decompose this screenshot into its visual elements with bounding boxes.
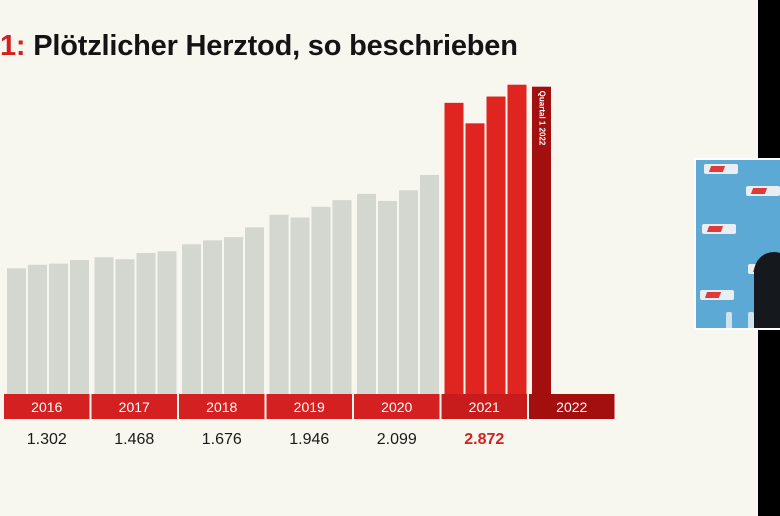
year-band [179, 394, 265, 419]
bar [357, 193, 376, 394]
year-label: 2017 [119, 399, 150, 415]
year-band [441, 394, 527, 419]
quarter-annotation: Quartal 1 2022 [537, 91, 546, 146]
backdrop-banner [702, 224, 736, 234]
bar [399, 190, 418, 394]
bar [115, 259, 135, 394]
year-total: 1.676 [202, 431, 242, 448]
bar [28, 264, 47, 394]
year-label: 2019 [294, 399, 325, 415]
year-total: 1.302 [27, 431, 67, 448]
speaker-person [754, 252, 780, 328]
year-total: 1.946 [289, 431, 329, 448]
bar [245, 227, 264, 394]
year-band [529, 394, 615, 419]
bar [507, 84, 527, 395]
bar [378, 200, 397, 394]
bar [182, 244, 201, 394]
year-total: 1.468 [114, 431, 154, 448]
video-feed [696, 160, 780, 328]
bottle-icon [748, 312, 754, 328]
speaker-video-thumbnail[interactable] [694, 158, 780, 330]
year-band [4, 394, 90, 419]
bar [70, 260, 89, 394]
presentation-slide: 1: Plötzlicher Herztod, so beschrieben 2… [0, 0, 758, 516]
year-total: 2.872 [464, 431, 504, 448]
bar [157, 251, 177, 394]
backdrop-banner [746, 186, 780, 196]
slide-title: 1: Plötzlicher Herztod, so beschrieben [0, 26, 518, 66]
bar [94, 257, 114, 394]
bar [532, 86, 551, 395]
bar [203, 240, 222, 394]
backdrop-banner [704, 164, 738, 174]
bar [311, 206, 331, 394]
bar [290, 217, 310, 394]
bar-chart: 2016 1.302 2017 1.468 2018 1.676 2019 1.946 2020… [4, 84, 615, 448]
bar [49, 263, 68, 394]
bar [486, 96, 506, 394]
bar [420, 174, 439, 394]
slide-title-number: 1: [0, 30, 26, 62]
bar [269, 214, 289, 394]
bar [332, 200, 352, 394]
year-total: 2.099 [377, 431, 417, 448]
year-label: 2020 [381, 399, 412, 415]
backdrop-banner [700, 290, 734, 300]
bar [444, 102, 464, 395]
year-band [91, 394, 177, 419]
year-band [266, 394, 352, 419]
year-label: 2021 [469, 399, 500, 415]
year-label: 2016 [31, 399, 62, 415]
year-band [354, 394, 440, 419]
year-label: 2018 [206, 399, 237, 415]
year-label: 2022 [556, 399, 587, 415]
bar [224, 237, 243, 394]
bar [7, 268, 26, 394]
bar [136, 252, 156, 394]
bar [465, 123, 485, 395]
bottle-icon [726, 312, 732, 328]
slide-title-text: Plötzlicher Herztod, so beschrieben [25, 30, 518, 62]
